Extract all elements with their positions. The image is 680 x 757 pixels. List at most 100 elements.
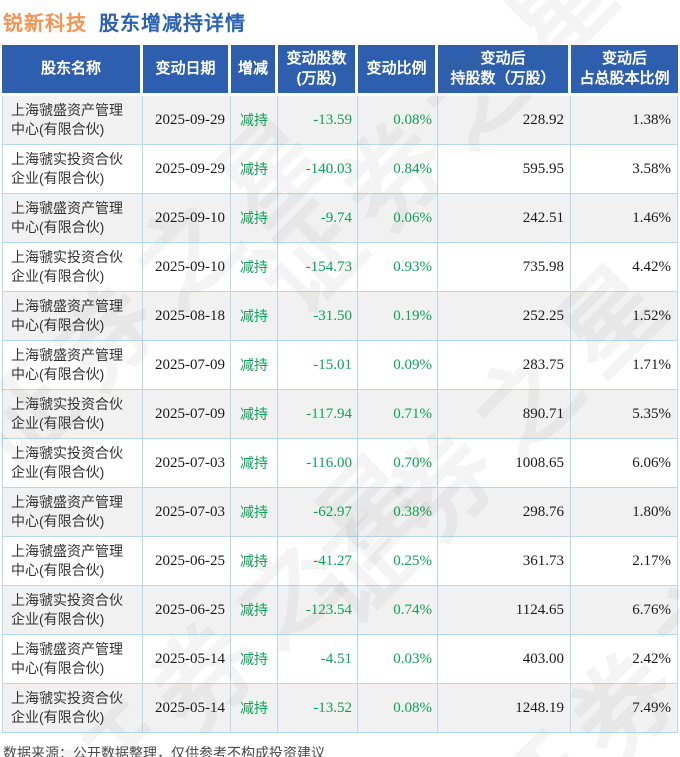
action-label: 减持 [231,635,278,684]
table-body: 上海虢盛资产管理中心(有限合伙) 2025-09-29 减持 -13.59 0.08% 2… [2,96,678,733]
change-shares: -140.03 [278,145,358,194]
ratio-after: 4.42% [571,243,678,292]
ratio-after: 3.58% [571,145,678,194]
shares-after: 890.71 [438,390,571,439]
action-label: 减持 [231,439,278,488]
shares-after: 228.92 [438,96,571,145]
change-date: 2025-07-09 [143,341,231,390]
action-label: 减持 [231,292,278,341]
change-date: 2025-06-25 [143,537,231,586]
action-label: 减持 [231,194,278,243]
shares-after: 298.76 [438,488,571,537]
table-row: 上海虢盛资产管理中心(有限合伙) 2025-06-25 减持 -41.27 0.25% 3… [2,537,678,586]
change-shares: -9.74 [278,194,358,243]
col-header-change-ratio: 变动比例 [358,45,438,96]
change-ratio: 0.08% [358,96,438,145]
table-row: 上海虢实投资合伙企业(有限合伙) 2025-07-03 减持 -116.00 0.70%… [2,439,678,488]
shareholder-name: 上海虢盛资产管理中心(有限合伙) [2,194,143,243]
table-row: 上海虢实投资合伙企业(有限合伙) 2025-09-29 减持 -140.03 0.84%… [2,145,678,194]
action-label: 减持 [231,341,278,390]
change-ratio: 0.09% [358,341,438,390]
action-label: 减持 [231,684,278,733]
shareholder-name: 上海虢盛资产管理中心(有限合伙) [2,341,143,390]
change-ratio: 0.74% [358,586,438,635]
change-date: 2025-06-25 [143,586,231,635]
action-label: 减持 [231,537,278,586]
shares-after: 1008.65 [438,439,571,488]
change-shares: -41.27 [278,537,358,586]
action-label: 减持 [231,488,278,537]
table-header-row: 股东名称 变动日期 增减 变动股数 (万股) 变动比例 变动后 持股数（万股） 变动… [2,45,678,96]
change-shares: -117.94 [278,390,358,439]
stock-name-link[interactable]: 锐新科技 [3,13,87,35]
change-ratio: 0.03% [358,635,438,684]
change-shares: -13.52 [278,684,358,733]
ratio-after: 1.46% [571,194,678,243]
shareholder-name: 上海虢实投资合伙企业(有限合伙) [2,439,143,488]
change-date: 2025-05-14 [143,684,231,733]
action-label: 减持 [231,586,278,635]
change-shares: -31.50 [278,292,358,341]
ratio-after: 1.71% [571,341,678,390]
change-shares: -62.97 [278,488,358,537]
ratio-after: 1.38% [571,96,678,145]
shareholder-name: 上海虢盛资产管理中心(有限合伙) [2,537,143,586]
ratio-after: 1.80% [571,488,678,537]
change-date: 2025-09-10 [143,243,231,292]
shareholder-change-table: 股东名称 变动日期 增减 变动股数 (万股) 变动比例 变动后 持股数（万股） 变动… [2,45,678,733]
shareholder-name: 上海虢实投资合伙企业(有限合伙) [2,586,143,635]
change-shares: -154.73 [278,243,358,292]
ratio-after: 6.06% [571,439,678,488]
action-label: 减持 [231,243,278,292]
shareholder-name: 上海虢实投资合伙企业(有限合伙) [2,390,143,439]
change-ratio: 0.38% [358,488,438,537]
ratio-after: 6.76% [571,586,678,635]
table-row: 上海虢盛资产管理中心(有限合伙) 2025-09-10 减持 -9.74 0.06% 24… [2,194,678,243]
shareholder-name: 上海虢实投资合伙企业(有限合伙) [2,243,143,292]
table-row: 上海虢盛资产管理中心(有限合伙) 2025-09-29 减持 -13.59 0.08% 2… [2,96,678,145]
table-row: 上海虢实投资合伙企业(有限合伙) 2025-05-14 减持 -13.52 0.08% 1… [2,684,678,733]
shareholder-name: 上海虢实投资合伙企业(有限合伙) [2,684,143,733]
table-row: 上海虢盛资产管理中心(有限合伙) 2025-07-03 减持 -62.97 0.38% 2… [2,488,678,537]
shareholder-name: 上海虢盛资产管理中心(有限合伙) [2,635,143,684]
change-date: 2025-09-29 [143,145,231,194]
col-header-shareholder: 股东名称 [2,45,143,96]
shares-after: 361.73 [438,537,571,586]
shares-after: 242.51 [438,194,571,243]
shareholder-name: 上海虢盛资产管理中心(有限合伙) [2,488,143,537]
change-date: 2025-09-29 [143,96,231,145]
table-row: 上海虢实投资合伙企业(有限合伙) 2025-09-10 减持 -154.73 0.93%… [2,243,678,292]
shares-after: 1124.65 [438,586,571,635]
change-shares: -4.51 [278,635,358,684]
col-header-action: 增减 [231,45,278,96]
ratio-after: 1.52% [571,292,678,341]
col-header-change-date: 变动日期 [143,45,231,96]
ratio-after: 2.42% [571,635,678,684]
change-ratio: 0.93% [358,243,438,292]
shares-after: 1248.19 [438,684,571,733]
action-label: 减持 [231,96,278,145]
change-ratio: 0.08% [358,684,438,733]
change-ratio: 0.84% [358,145,438,194]
table-row: 上海虢盛资产管理中心(有限合伙) 2025-05-14 减持 -4.51 0.03% 40… [2,635,678,684]
change-date: 2025-05-14 [143,635,231,684]
change-date: 2025-07-03 [143,488,231,537]
col-header-shares-after: 变动后 持股数（万股） [438,45,571,96]
page-title: 锐新科技 股东增减持详情 [0,0,680,45]
ratio-after: 5.35% [571,390,678,439]
shares-after: 403.00 [438,635,571,684]
shares-after: 735.98 [438,243,571,292]
change-shares: -123.54 [278,586,358,635]
table-row: 上海虢实投资合伙企业(有限合伙) 2025-06-25 减持 -123.54 0.74%… [2,586,678,635]
change-ratio: 0.70% [358,439,438,488]
page-subtitle: 股东增减持详情 [99,13,246,35]
change-ratio: 0.25% [358,537,438,586]
shares-after: 595.95 [438,145,571,194]
ratio-after: 2.17% [571,537,678,586]
table-row: 上海虢实投资合伙企业(有限合伙) 2025-07-09 减持 -117.94 0.71%… [2,390,678,439]
action-label: 减持 [231,390,278,439]
shareholder-name: 上海虢盛资产管理中心(有限合伙) [2,96,143,145]
change-ratio: 0.06% [358,194,438,243]
change-date: 2025-07-09 [143,390,231,439]
